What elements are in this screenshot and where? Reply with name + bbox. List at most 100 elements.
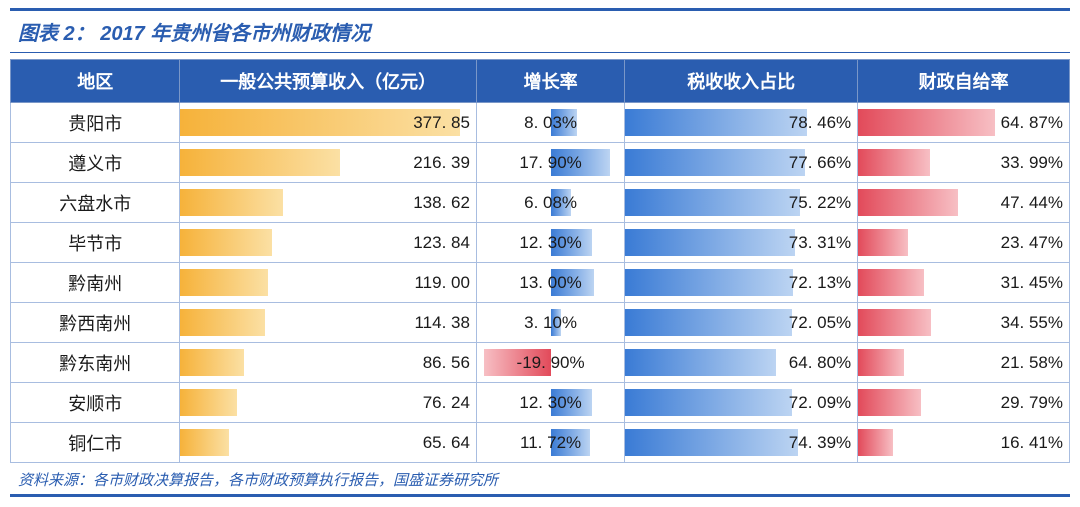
table-row: 黔东南州 86. 56 -19. 90% 64. 80% 21. 58% bbox=[11, 343, 1070, 383]
budget-label: 65. 64 bbox=[423, 433, 470, 453]
cell-budget: 76. 24 bbox=[180, 383, 477, 423]
self-bar bbox=[858, 149, 930, 176]
cell-budget: 114. 38 bbox=[180, 303, 477, 343]
self-bar bbox=[858, 389, 921, 416]
budget-label: 119. 00 bbox=[414, 273, 469, 293]
self-label: 47. 44% bbox=[1001, 193, 1063, 213]
cell-growth: 3. 10% bbox=[476, 303, 624, 343]
budget-label: 377. 85 bbox=[413, 113, 470, 133]
cell-tax: 77. 66% bbox=[625, 143, 858, 183]
table-row: 贵阳市377. 858. 03%78. 46%64. 87% bbox=[11, 103, 1070, 143]
cell-region: 安顺市 bbox=[11, 383, 180, 423]
cell-region: 六盘水市 bbox=[11, 183, 180, 223]
cell-budget: 216. 39 bbox=[180, 143, 477, 183]
cell-self: 16. 41% bbox=[858, 423, 1070, 463]
cell-tax: 75. 22% bbox=[625, 183, 858, 223]
cell-budget: 65. 64 bbox=[180, 423, 477, 463]
budget-bar bbox=[180, 429, 228, 456]
budget-label: 86. 56 bbox=[423, 353, 470, 373]
budget-bar bbox=[180, 269, 268, 296]
self-bar bbox=[858, 109, 995, 136]
cell-growth: 12. 30% bbox=[476, 223, 624, 263]
cell-self: 47. 44% bbox=[858, 183, 1070, 223]
budget-label: 123. 84 bbox=[413, 233, 470, 253]
tax-label: 77. 66% bbox=[789, 153, 851, 173]
tax-bar bbox=[625, 189, 799, 216]
cell-budget: 119. 00 bbox=[180, 263, 477, 303]
self-bar bbox=[858, 269, 924, 296]
col-header-self: 财政自给率 bbox=[858, 60, 1070, 103]
table-header-row: 地区 一般公共预算收入（亿元） 增长率 税收收入占比 财政自给率 bbox=[11, 60, 1070, 103]
cell-self: 34. 55% bbox=[858, 303, 1070, 343]
tax-bar bbox=[625, 269, 792, 296]
growth-label: 12. 30% bbox=[519, 233, 581, 253]
growth-label: 12. 30% bbox=[519, 393, 581, 413]
cell-region: 黔南州 bbox=[11, 263, 180, 303]
self-label: 29. 79% bbox=[1001, 393, 1063, 413]
cell-tax: 74. 39% bbox=[625, 423, 858, 463]
growth-label: 6. 08% bbox=[524, 193, 577, 213]
cell-self: 29. 79% bbox=[858, 383, 1070, 423]
cell-region: 遵义市 bbox=[11, 143, 180, 183]
cell-self: 21. 58% bbox=[858, 343, 1070, 383]
cell-tax: 73. 31% bbox=[625, 223, 858, 263]
cell-budget: 377. 85 bbox=[180, 103, 477, 143]
cell-growth: -19. 90% bbox=[476, 343, 624, 383]
tax-label: 75. 22% bbox=[789, 193, 851, 213]
growth-label: 13. 00% bbox=[519, 273, 581, 293]
cell-tax: 72. 09% bbox=[625, 383, 858, 423]
col-header-tax: 税收收入占比 bbox=[625, 60, 858, 103]
budget-label: 114. 38 bbox=[414, 313, 469, 333]
budget-bar bbox=[180, 229, 271, 256]
self-bar bbox=[858, 429, 893, 456]
self-label: 23. 47% bbox=[1001, 233, 1063, 253]
cell-self: 23. 47% bbox=[858, 223, 1070, 263]
cell-tax: 72. 13% bbox=[625, 263, 858, 303]
cell-budget: 123. 84 bbox=[180, 223, 477, 263]
tax-label: 78. 46% bbox=[789, 113, 851, 133]
cell-region: 铜仁市 bbox=[11, 423, 180, 463]
tax-bar bbox=[625, 389, 792, 416]
table-row: 黔南州 119. 00 13. 00% 72. 13% 31. 45% bbox=[11, 263, 1070, 303]
tax-bar bbox=[625, 429, 798, 456]
self-bar bbox=[858, 189, 958, 216]
table-row: 六盘水市 138. 62 6. 08% 75. 22% 47. 44% bbox=[11, 183, 1070, 223]
growth-label: 8. 03% bbox=[524, 113, 577, 133]
tax-bar bbox=[625, 309, 792, 336]
budget-label: 216. 39 bbox=[413, 153, 470, 173]
table-row: 安顺市 76. 24 12. 30% 72. 09% 29. 79% bbox=[11, 383, 1070, 423]
budget-label: 76. 24 bbox=[423, 393, 470, 413]
tax-label: 72. 13% bbox=[789, 273, 851, 293]
cell-tax: 64. 80% bbox=[625, 343, 858, 383]
tax-label: 72. 05% bbox=[789, 313, 851, 333]
self-bar bbox=[858, 309, 931, 336]
cell-growth: 6. 08% bbox=[476, 183, 624, 223]
growth-label: 17. 90% bbox=[519, 153, 581, 173]
budget-bar bbox=[180, 309, 265, 336]
budget-bar bbox=[180, 389, 236, 416]
table-row: 黔西南州114. 383. 10%72. 05%34. 55% bbox=[11, 303, 1070, 343]
tax-label: 64. 80% bbox=[789, 353, 851, 373]
chart-title: 图表 2： 2017 年贵州省各市州财政情况 bbox=[10, 8, 1070, 53]
cell-region: 黔东南州 bbox=[11, 343, 180, 383]
tax-label: 74. 39% bbox=[789, 433, 851, 453]
self-label: 16. 41% bbox=[1001, 433, 1063, 453]
fiscal-table: 地区 一般公共预算收入（亿元） 增长率 税收收入占比 财政自给率 贵阳市377.… bbox=[10, 59, 1070, 463]
tax-bar bbox=[625, 109, 807, 136]
budget-label: 138. 62 bbox=[413, 193, 470, 213]
self-bar bbox=[858, 349, 903, 376]
self-label: 33. 99% bbox=[1001, 153, 1063, 173]
cell-growth: 11. 72% bbox=[476, 423, 624, 463]
self-label: 31. 45% bbox=[1001, 273, 1063, 293]
self-label: 34. 55% bbox=[1001, 313, 1063, 333]
cell-growth: 17. 90% bbox=[476, 143, 624, 183]
table-row: 毕节市123. 8412. 30%73. 31%23. 47% bbox=[11, 223, 1070, 263]
growth-label: -19. 90% bbox=[517, 353, 585, 373]
tax-label: 73. 31% bbox=[789, 233, 851, 253]
table-row: 铜仁市 65. 64 11. 72% 74. 39% 16. 41% bbox=[11, 423, 1070, 463]
tax-bar bbox=[625, 349, 775, 376]
self-label: 21. 58% bbox=[1001, 353, 1063, 373]
fiscal-chart-container: 图表 2： 2017 年贵州省各市州财政情况 地区 一般公共预算收入（亿元） 增… bbox=[0, 0, 1080, 503]
cell-growth: 12. 30% bbox=[476, 383, 624, 423]
table-body: 贵阳市377. 858. 03%78. 46%64. 87%遵义市216. 39… bbox=[11, 103, 1070, 463]
